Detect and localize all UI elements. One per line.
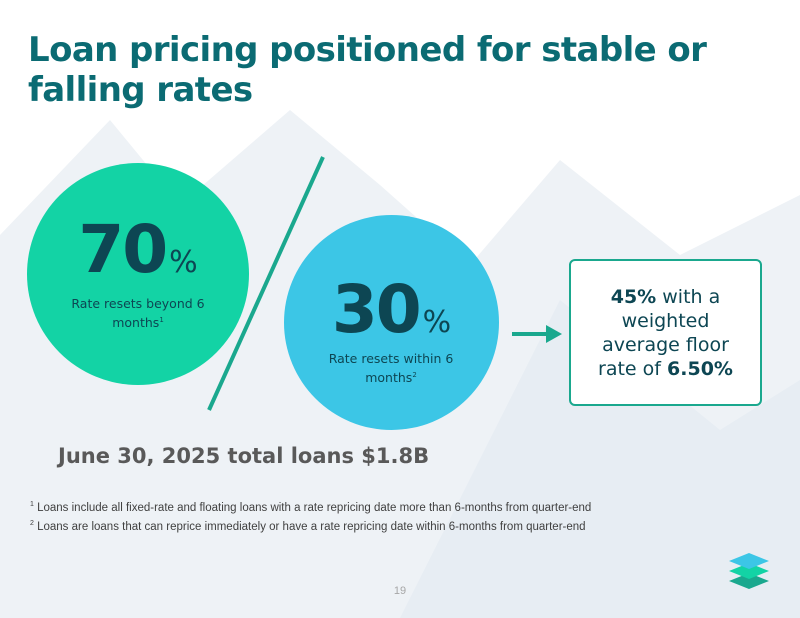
floor-rate-value: 6.50% bbox=[667, 357, 733, 380]
stat-circle-beyond-6-months: 70% Rate resets beyond 6 months1 bbox=[27, 163, 249, 385]
page-number: 19 bbox=[393, 585, 407, 597]
floor-rate-text: 45% with a weighted average floor rate o… bbox=[571, 285, 760, 381]
title-line-2: falling rates bbox=[28, 70, 253, 110]
stat-within-footnote-ref: 2 bbox=[412, 371, 417, 379]
footnote-1: 1 Loans include all fixed-rate and float… bbox=[30, 497, 591, 516]
stacked-layers-logo-icon bbox=[729, 553, 769, 589]
stat-beyond-value: 70% bbox=[27, 211, 249, 288]
stat-within-number: 30 bbox=[331, 271, 422, 348]
page-title: Loan pricing positioned for stable or fa… bbox=[28, 30, 768, 110]
arrow-right-icon bbox=[512, 325, 562, 343]
footnote-1-num: 1 bbox=[30, 501, 34, 508]
floor-pct: 45% bbox=[610, 285, 657, 308]
stat-beyond-number: 70 bbox=[78, 211, 168, 288]
stat-within-unit: % bbox=[422, 305, 452, 340]
footnote-2: 2 Loans are loans that can reprice immed… bbox=[30, 516, 591, 535]
stat-beyond-caption: Rate resets beyond 6 months1 bbox=[63, 295, 213, 331]
footnote-1-text: Loans include all fixed-rate and floatin… bbox=[33, 501, 592, 514]
footnote-2-text: Loans are loans that can reprice immedia… bbox=[33, 520, 586, 533]
footnote-2-num: 2 bbox=[30, 519, 34, 527]
stat-beyond-unit: % bbox=[169, 245, 198, 280]
stat-beyond-label: Rate resets beyond 6 months bbox=[71, 296, 205, 331]
total-loans: June 30, 2025 total loans $1.8B bbox=[58, 444, 430, 468]
stat-within-label: Rate resets within 6 months bbox=[328, 351, 454, 386]
floor-description: with a weighted average floor rate of bbox=[598, 285, 729, 380]
stat-within-caption: Rate resets within 6 months2 bbox=[316, 350, 466, 386]
floor-rate-box: 45% with a weighted average floor rate o… bbox=[569, 259, 762, 406]
title-line-1: Loan pricing positioned for stable or bbox=[28, 30, 707, 70]
footnotes: 1 Loans include all fixed-rate and float… bbox=[30, 497, 591, 535]
stat-beyond-footnote-ref: 1 bbox=[159, 316, 164, 324]
stat-circle-within-6-months: 30% Rate resets within 6 months2 bbox=[284, 215, 499, 430]
stat-within-value: 30% bbox=[284, 271, 499, 348]
